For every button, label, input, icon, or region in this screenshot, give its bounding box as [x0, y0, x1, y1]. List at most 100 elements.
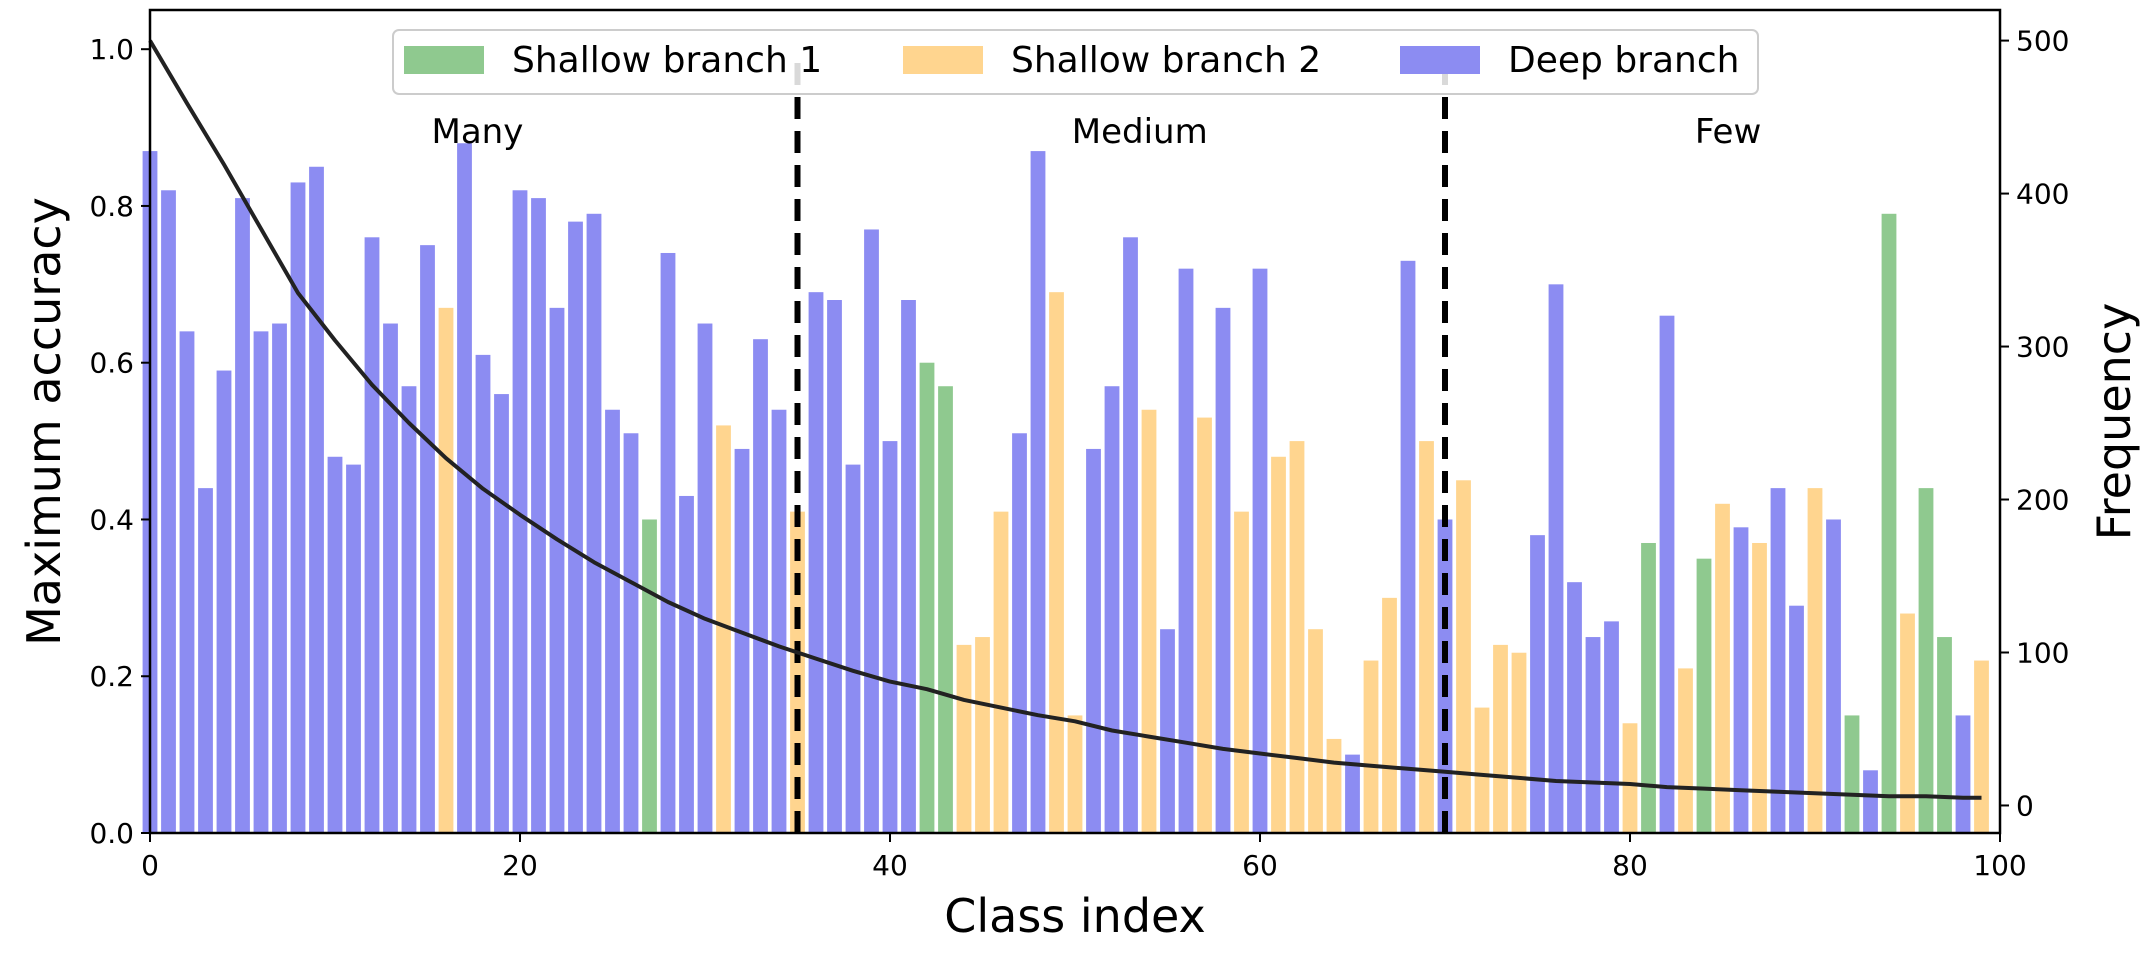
region-label-many: Many	[432, 112, 524, 152]
y2-tick-label: 500	[2016, 25, 2069, 58]
bar-class-5	[235, 198, 250, 834]
legend-swatch-s1	[404, 46, 484, 74]
bar-class-19	[494, 394, 509, 833]
x-tick-label: 0	[141, 849, 159, 882]
bar-class-2	[179, 331, 195, 833]
bar-class-99	[1974, 660, 1989, 833]
legend-swatch-s2	[903, 46, 983, 74]
bar-class-61	[1271, 456, 1286, 833]
bar-class-64	[1326, 738, 1342, 833]
bar-class-15	[420, 245, 435, 833]
dividers-layer	[794, 57, 1448, 833]
region-label-few: Few	[1695, 112, 1761, 152]
bar-class-78	[1585, 637, 1601, 833]
labels-layer: Class index Maximum accuracy Frequency Many…	[17, 112, 2141, 943]
legend-swatch-d	[1400, 46, 1480, 74]
frequency-line	[148, 39, 1982, 800]
x-tick-label: 80	[1612, 849, 1648, 882]
legend-label-s1: Shallow branch 1	[512, 40, 822, 81]
bar-class-14	[401, 386, 417, 833]
y2-tick-label: 0	[2016, 789, 2034, 822]
bar-class-42	[919, 362, 935, 833]
bar-class-34	[771, 409, 787, 833]
y-tick-label: 0.2	[89, 660, 134, 693]
bar-class-92	[1844, 715, 1860, 833]
bar-class-90	[1807, 488, 1823, 833]
bar-class-96	[1918, 488, 1934, 833]
bar-class-11	[346, 464, 361, 833]
x-tick-label: 100	[1973, 849, 2026, 882]
bar-class-57	[1197, 417, 1212, 833]
bar-class-6	[253, 331, 269, 833]
bar-class-10	[327, 456, 343, 833]
bar-class-21	[531, 198, 546, 834]
bar-class-97	[1937, 637, 1952, 833]
bar-class-20	[512, 190, 528, 833]
bar-class-48	[1030, 151, 1046, 834]
bar-class-63	[1308, 629, 1323, 833]
bar-class-31	[716, 425, 731, 833]
bar-class-84	[1696, 558, 1712, 833]
bar-class-18	[475, 354, 491, 833]
y-axis-title: Maximum accuracy	[17, 197, 71, 646]
bar-class-24	[586, 213, 602, 834]
bar-class-1	[161, 190, 176, 833]
bar-class-26	[623, 433, 639, 833]
x-tick-label: 40	[872, 849, 908, 882]
bar-class-23	[568, 221, 583, 833]
bar-class-30	[697, 323, 713, 833]
bar-class-73	[1493, 644, 1508, 833]
bar-class-94	[1881, 213, 1897, 834]
bar-class-13	[383, 323, 398, 833]
y2-tick-label: 400	[2016, 178, 2069, 211]
bar-class-9	[309, 166, 324, 833]
frequency-line-layer	[148, 39, 1982, 800]
bar-class-93	[1863, 770, 1878, 833]
bar-class-98	[1955, 715, 1971, 833]
legend-label-s2: Shallow branch 2	[1011, 40, 1321, 81]
bar-class-72	[1474, 707, 1490, 833]
bar-class-67	[1382, 597, 1397, 833]
bar-class-65	[1345, 754, 1360, 833]
bar-class-17	[457, 143, 472, 833]
bar-class-51	[1086, 448, 1101, 833]
y2-tick-label: 300	[2016, 331, 2069, 364]
y2-tick-label: 100	[2016, 636, 2069, 669]
y-tick-label: 0.8	[89, 190, 134, 223]
bar-class-50	[1067, 715, 1083, 833]
x-tick-label: 20	[502, 849, 538, 882]
legend-label-d: Deep branch	[1508, 40, 1739, 81]
bar-class-69	[1419, 441, 1434, 833]
axes-layer: 0 20 40 60 80 100 0.0 0.2 0.4 0.6 0.8 1.0 0 100 200 300…	[89, 8, 2069, 882]
region-label-medium: Medium	[1072, 112, 1208, 152]
bar-class-40	[882, 441, 898, 833]
y2-tick-label: 200	[2016, 484, 2069, 517]
y-tick-label: 1.0	[89, 33, 134, 66]
bar-class-89	[1789, 605, 1804, 833]
bar-class-25	[605, 409, 620, 833]
bar-class-87	[1752, 542, 1767, 833]
bar-class-77	[1567, 582, 1582, 833]
y-tick-label: 0.4	[89, 503, 134, 536]
bar-class-71	[1456, 480, 1471, 833]
bar-class-53	[1123, 237, 1138, 834]
bar-class-66	[1363, 660, 1379, 833]
bar-class-88	[1770, 488, 1786, 833]
bar-class-47	[1012, 433, 1027, 833]
x-axis-title: Class index	[944, 889, 1206, 943]
bar-class-62	[1289, 441, 1305, 833]
bar-class-83	[1678, 668, 1693, 833]
y2-axis-title: Frequency	[2087, 303, 2141, 541]
bar-class-3	[198, 488, 213, 833]
y-tick-label: 0.6	[89, 347, 134, 380]
bar-class-49	[1049, 292, 1064, 833]
bar-class-12	[364, 237, 380, 834]
bar-class-38	[845, 464, 861, 833]
bar-class-56	[1178, 268, 1194, 833]
bar-class-43	[938, 386, 953, 833]
bar-class-45	[975, 637, 990, 833]
bar-class-60	[1252, 268, 1268, 833]
bar-class-44	[956, 644, 972, 833]
